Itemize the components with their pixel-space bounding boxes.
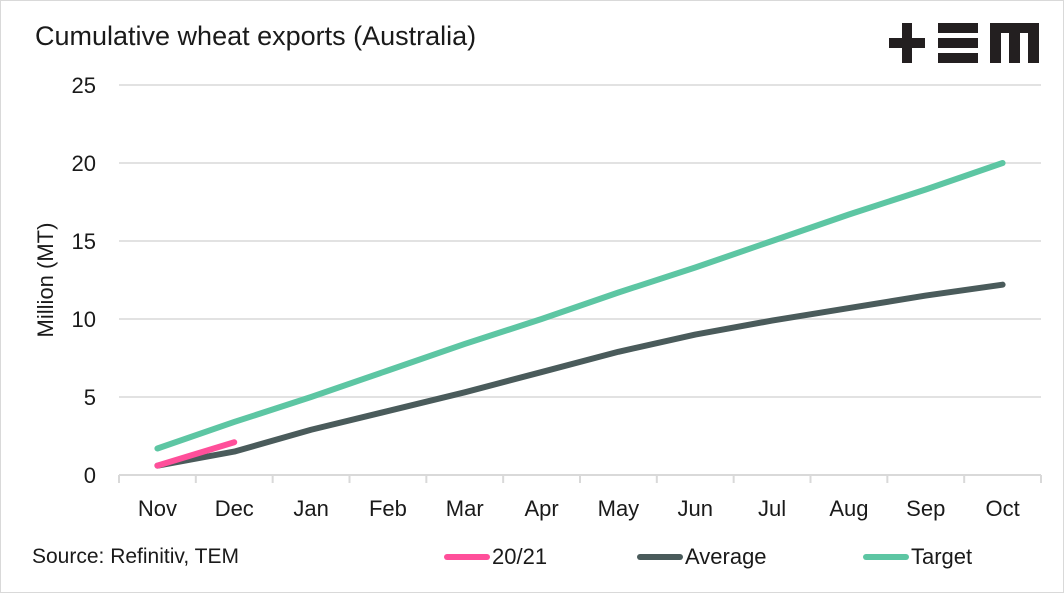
x-tick-label: Jun — [678, 496, 713, 521]
chart-title: Cumulative wheat exports (Australia) — [35, 21, 477, 51]
series-line-average — [154, 281, 1006, 469]
x-tick-label: Nov — [138, 496, 177, 521]
y-tick-label: 25 — [72, 73, 96, 98]
source-note: Source: Refinitiv, TEM — [32, 545, 239, 568]
legend-item-target: Target — [863, 544, 972, 570]
y-tick-label: 20 — [72, 151, 96, 176]
y-tick-label: 10 — [72, 307, 96, 332]
x-tick-label: Apr — [524, 496, 558, 521]
legend-swatch — [637, 554, 683, 560]
x-tick-label: Sep — [906, 496, 945, 521]
y-axis-label: Million (MT) — [33, 223, 58, 338]
y-tick-label: 0 — [84, 463, 96, 488]
x-tick-label: May — [598, 496, 640, 521]
series-line-2021 — [154, 439, 238, 469]
y-tick-label: 5 — [84, 385, 96, 410]
legend-item-2021: 20/21 — [444, 544, 547, 570]
x-tick-label: Mar — [446, 496, 484, 521]
legend-label: Average — [685, 544, 767, 569]
y-tick-label: 15 — [72, 229, 96, 254]
x-tick-label: Feb — [369, 496, 407, 521]
x-tick-label: Dec — [215, 496, 254, 521]
legend-label: 20/21 — [492, 544, 548, 569]
legend-swatch — [863, 554, 909, 560]
legend-item-average: Average — [637, 544, 767, 570]
x-tick-label: Oct — [985, 496, 1019, 521]
series-line-target — [154, 160, 1006, 452]
legend-label: Target — [911, 544, 973, 569]
tem-logo — [889, 23, 1039, 63]
x-tick-label: Jul — [758, 496, 786, 521]
x-tick-label: Jan — [293, 496, 328, 521]
x-tick-label: Aug — [829, 496, 868, 521]
legend-swatch — [444, 554, 490, 560]
